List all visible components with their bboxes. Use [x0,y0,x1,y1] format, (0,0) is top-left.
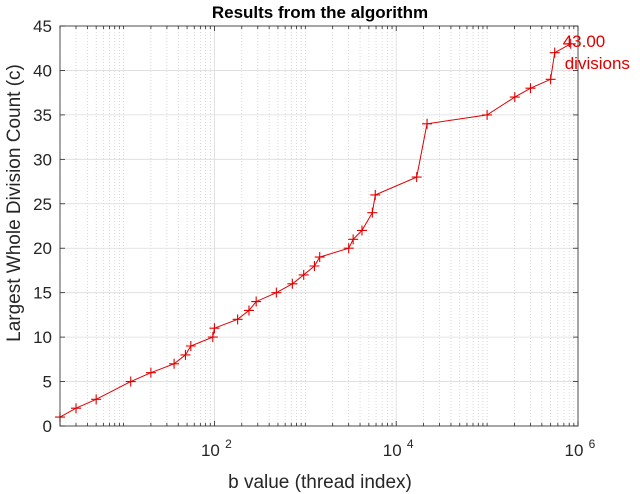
plot-background [60,26,578,426]
data-point-marker [232,314,243,325]
data-point-marker [145,367,156,378]
data-point-marker [509,92,520,103]
data-point-marker [411,172,422,183]
data-point-marker [125,376,136,387]
data-point-marker [343,243,354,254]
y-tick-label: 40 [33,61,52,80]
y-tick-label: 5 [43,373,52,392]
minor-grid [59,26,575,426]
data-point-marker [367,207,378,218]
x-tick-label: 10 [383,441,402,460]
series-layer [55,38,576,423]
y-tick-label: 45 [33,17,52,36]
x-tick-exponent: 6 [589,437,596,451]
y-tick-label: 35 [33,106,52,125]
y-axis-label: Largest Whole Division Count (c) [4,64,25,342]
y-tick-label: 15 [33,284,52,303]
y-tick-label: 20 [33,239,52,258]
x-axis-label: b value (thread index) [228,472,412,493]
data-point-marker [545,74,556,85]
data-point-marker [91,394,102,405]
axes [59,25,579,427]
annotation: 43.00 divisions [563,32,630,73]
data-point-marker [565,38,576,49]
data-point-marker [207,332,218,343]
data-point-marker [185,341,196,351]
data-point-marker [287,278,298,289]
data-point-marker [314,252,325,263]
y-tick-label: 10 [33,328,52,347]
annotation-value: 43.00 [563,32,606,51]
tick-labels: 0 5 10 15 20 25 30 35 40 45 10 2 10 4 10 6 [33,17,596,460]
y-tick-label: 0 [43,417,52,436]
x-tick-label: 10 [565,441,584,460]
x-tick-exponent: 2 [225,437,232,451]
data-point-marker [251,296,262,307]
data-point-marker [298,269,309,280]
data-point-marker [356,225,367,236]
data-point-marker [422,118,433,129]
data-point-marker [370,189,381,200]
data-point-marker [169,358,180,369]
data-point-marker [525,83,536,94]
x-tick-label: 10 [201,441,220,460]
data-point-marker [482,109,493,120]
y-tick-label: 30 [33,150,52,169]
data-point-marker [271,287,282,298]
data-point-marker [549,47,560,58]
y-tick-label: 25 [33,195,52,214]
axes-box [59,25,579,427]
annotation-unit: divisions [565,54,630,73]
data-point-marker [309,261,320,271]
data-point-marker [243,305,254,316]
x-tick-exponent: 4 [407,437,414,451]
data-point-marker [348,234,359,245]
chart-title: Results from the algorithm [212,3,428,22]
data-point-marker [209,323,220,334]
plot-area [60,26,578,426]
data-point-marker [71,403,82,414]
data-point-marker [180,349,191,360]
